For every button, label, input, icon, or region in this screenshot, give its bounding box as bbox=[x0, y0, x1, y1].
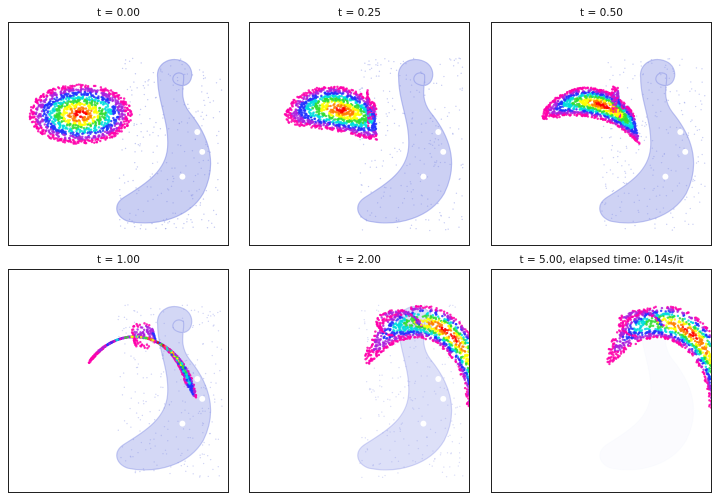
source-particles bbox=[364, 304, 469, 408]
target-hole bbox=[420, 173, 427, 180]
panel-plot bbox=[600, 305, 711, 470]
panel-frame bbox=[249, 269, 470, 493]
panel-frame bbox=[491, 269, 712, 493]
panel-title: t = 0.25 bbox=[338, 7, 381, 19]
target-hole bbox=[179, 420, 186, 427]
target-region bbox=[600, 307, 694, 470]
panel-plot bbox=[283, 57, 464, 232]
target-hole bbox=[194, 129, 201, 135]
target-region bbox=[116, 305, 212, 471]
source-particles bbox=[28, 83, 134, 145]
target-distribution bbox=[116, 304, 223, 478]
target-distribution bbox=[116, 57, 223, 230]
panel-title: t = 2.00 bbox=[338, 254, 381, 266]
target-hole bbox=[152, 151, 163, 162]
panel-frame bbox=[8, 269, 229, 493]
panel-title: t = 5.00, elapsed time: 0.14s/it bbox=[519, 254, 684, 266]
source-particles bbox=[541, 85, 641, 146]
target-distribution bbox=[357, 304, 464, 479]
panel-plot bbox=[87, 304, 223, 478]
source-particles bbox=[606, 305, 711, 409]
target-region bbox=[599, 58, 695, 224]
target-hole bbox=[420, 420, 427, 427]
target-hole bbox=[199, 148, 206, 155]
source-particles bbox=[283, 85, 379, 141]
target-hole bbox=[435, 129, 442, 135]
panel-title: t = 0.50 bbox=[580, 7, 623, 19]
target-distribution bbox=[600, 307, 694, 470]
panel-plot bbox=[541, 58, 706, 231]
target-hole bbox=[199, 395, 206, 402]
target-hole bbox=[635, 151, 646, 162]
panel-plot bbox=[28, 57, 223, 230]
target-hole bbox=[194, 376, 201, 382]
target-hole bbox=[179, 173, 186, 180]
target-distribution bbox=[357, 57, 464, 232]
target-hole bbox=[152, 398, 163, 409]
target-distribution bbox=[599, 58, 706, 231]
target-region bbox=[357, 305, 453, 471]
target-hole bbox=[682, 148, 689, 155]
target-hole bbox=[393, 151, 404, 162]
panel-frame bbox=[8, 22, 229, 246]
target-region bbox=[357, 58, 453, 224]
target-hole bbox=[440, 395, 447, 402]
target-hole bbox=[662, 173, 669, 180]
panel-plot bbox=[357, 304, 469, 479]
target-hole bbox=[440, 148, 447, 155]
target-hole bbox=[435, 376, 442, 382]
target-region bbox=[116, 58, 212, 224]
source-particles bbox=[87, 322, 198, 399]
panel-title: t = 1.00 bbox=[97, 254, 140, 266]
panel-title: t = 0.00 bbox=[97, 7, 140, 19]
panel-frame bbox=[491, 22, 712, 246]
target-hole bbox=[393, 398, 404, 409]
panel-frame bbox=[249, 22, 470, 246]
target-hole bbox=[677, 129, 684, 135]
